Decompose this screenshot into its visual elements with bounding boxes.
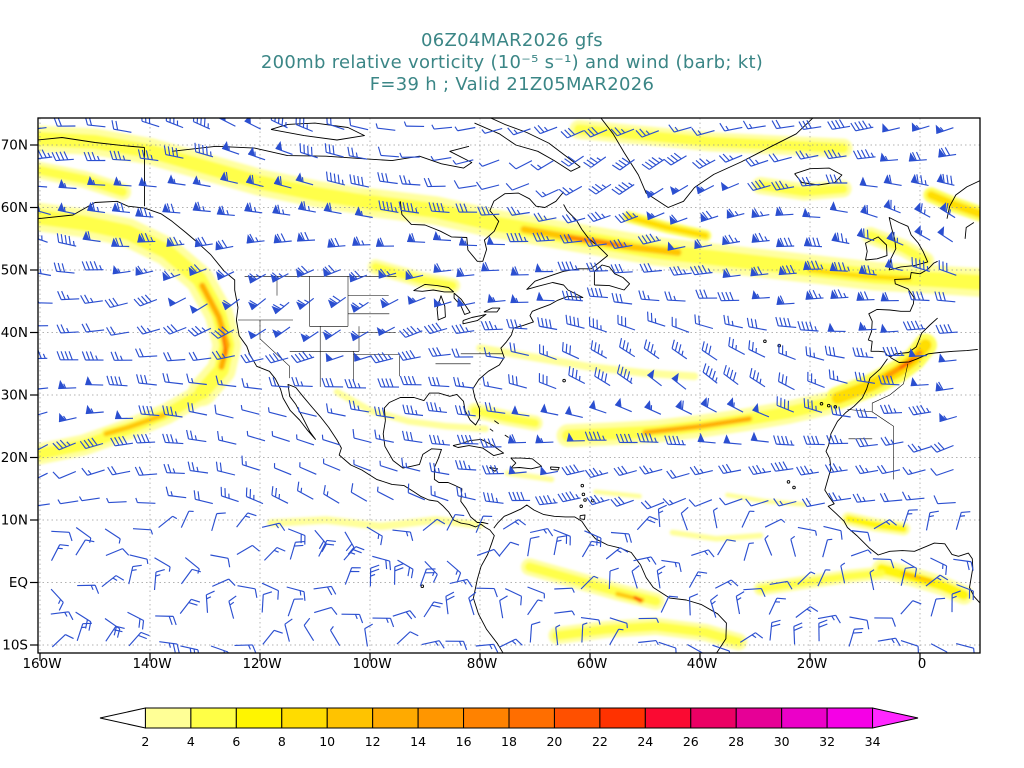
colorbar-cell [508, 707, 555, 729]
colorbar-tick-label: 30 [774, 734, 790, 749]
colorbar-scale [99, 707, 919, 729]
lon-tick-label: 160W [22, 656, 61, 672]
colorbar-tick-label: 18 [501, 734, 517, 749]
colorbar-cell [463, 707, 510, 729]
colorbar-cell [372, 707, 419, 729]
title-line-3: F=39 h ; Valid 21Z05MAR2026 [369, 74, 655, 95]
lat-tick-label: 20N [1, 450, 28, 466]
map-plot: 70N 60N 50N 40N 30N 20N 10N EQ 10S 160W 140W 120W 10… [1, 117, 981, 673]
colorbar-tick-label: 10 [319, 734, 335, 749]
colorbar: 2 4 6 8 10 12 14 16 18 20 22 24 26 28 30 32 34 [99, 707, 919, 749]
colorbar-tick-label: 26 [683, 734, 699, 749]
title-line-1: 06Z04MAR2026 gfs [421, 30, 603, 51]
colorbar-tick-label: 14 [410, 734, 426, 749]
colorbar-cell [781, 707, 828, 729]
colorbar-tick-label: 12 [365, 734, 381, 749]
colorbar-tick-label: 16 [456, 734, 472, 749]
lon-tick-label: 80W [467, 656, 498, 672]
lon-tick-label: 140W [132, 656, 171, 672]
colorbar-cell [735, 707, 783, 729]
wind-barb-layer [38, 118, 976, 653]
lon-tick-label: 40W [687, 656, 718, 672]
colorbar-cell [826, 707, 874, 729]
colorbar-left-arrow [99, 707, 146, 729]
lat-tick-label: 40N [1, 325, 28, 341]
colorbar-cell [281, 707, 328, 729]
colorbar-cell [235, 707, 283, 729]
map-border [37, 117, 981, 654]
colorbar-tick-label: 22 [592, 734, 608, 749]
colorbar-cell [326, 707, 374, 729]
lon-tick-label: 100W [352, 656, 391, 672]
axis-layer: 70N 60N 50N 40N 30N 20N 10N EQ 10S 160W 140W 120W 10… [1, 138, 927, 673]
title-line-2: 200mb relative vorticity (10⁻⁵ s⁻¹) and … [260, 52, 764, 73]
lon-tick-label: 20W [797, 656, 828, 672]
lon-tick-label: 120W [242, 656, 281, 672]
colorbar-tick-label: 32 [819, 734, 835, 749]
lat-tick-label: 10S [2, 638, 28, 654]
lat-tick-label: 10N [1, 513, 28, 529]
colorbar-cell [690, 707, 737, 729]
graticule-gridlines [38, 118, 980, 653]
colorbar-right-arrow [872, 707, 919, 729]
lat-tick-label: 50N [1, 263, 28, 279]
colorbar-tick-label: 28 [728, 734, 744, 749]
colorbar-tick-label: 4 [187, 734, 195, 749]
colorbar-tick-label: 20 [546, 734, 562, 749]
colorbar-cell [190, 707, 237, 729]
colorbar-tick-label: 2 [141, 734, 149, 749]
colorbar-cell [417, 707, 465, 729]
colorbar-cell [553, 707, 601, 729]
colorbar-cell [599, 707, 646, 729]
lat-tick-label: 70N [1, 138, 28, 154]
colorbar-cell [644, 707, 692, 729]
lat-tick-label: EQ [9, 575, 28, 591]
colorbar-tick-label: 6 [232, 734, 240, 749]
state-border-layer [238, 276, 909, 480]
lon-tick-label: 0 [918, 656, 927, 672]
vorticity-shading-layer [38, 119, 980, 651]
lat-tick-label: 30N [1, 388, 28, 404]
lat-tick-label: 60N [1, 200, 28, 216]
colorbar-tick-label: 34 [865, 734, 881, 749]
colorbar-labels: 2 4 6 8 10 12 14 16 18 20 22 24 26 28 30 32 34 [141, 734, 880, 749]
lon-tick-label: 60W [577, 656, 608, 672]
colorbar-cell [144, 707, 192, 729]
plot-header: 06Z04MAR2026 gfs 200mb relative vorticit… [0, 30, 1024, 96]
colorbar-tick-label: 24 [637, 734, 653, 749]
colorbar-tick-label: 8 [278, 734, 286, 749]
